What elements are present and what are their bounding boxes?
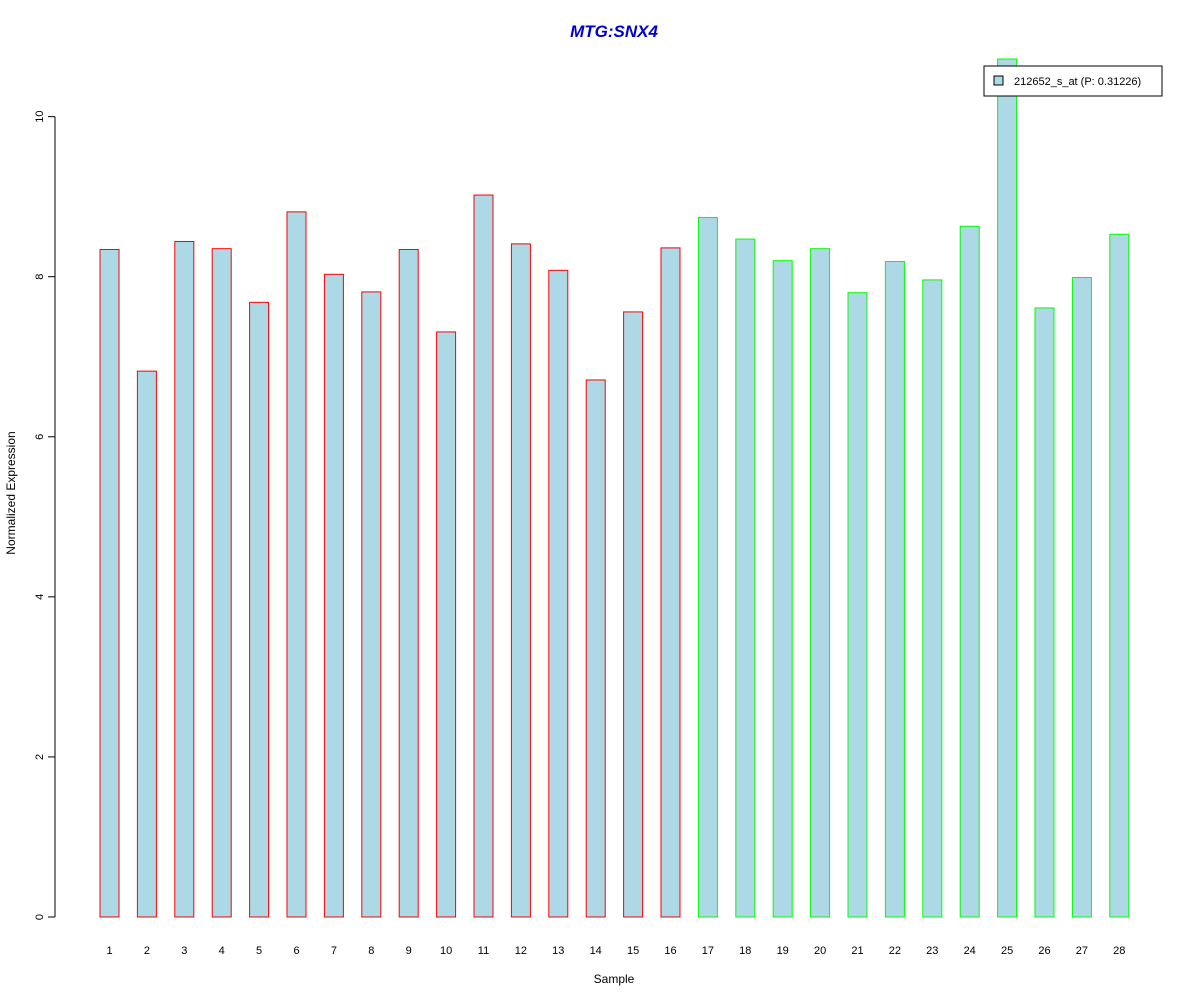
bar-sample-7 bbox=[323, 273, 344, 918]
x-tick-label: 5 bbox=[256, 945, 262, 957]
bar-sample-20 bbox=[810, 248, 831, 918]
bar-sample-13 bbox=[548, 269, 569, 918]
legend-label: 212652_s_at (P: 0.31226) bbox=[1014, 76, 1141, 88]
x-tick-label: 8 bbox=[368, 945, 374, 957]
bar-sample-15 bbox=[623, 311, 644, 918]
x-tick-label: 3 bbox=[181, 945, 187, 957]
x-tick-label: 12 bbox=[515, 945, 527, 957]
y-axis: 0 2 4 6 8 10 bbox=[34, 111, 56, 920]
x-tick-label: 22 bbox=[889, 945, 901, 957]
y-tick-label: 6 bbox=[34, 434, 46, 440]
legend-swatch bbox=[993, 75, 1004, 86]
bar-sample-22 bbox=[884, 260, 905, 918]
bar-sample-3 bbox=[174, 240, 195, 918]
bar-sample-14 bbox=[585, 379, 606, 918]
bar-sample-18 bbox=[735, 238, 756, 918]
x-tick-label: 18 bbox=[739, 945, 751, 957]
bar-sample-26 bbox=[1034, 307, 1055, 918]
bar-sample-23 bbox=[922, 279, 943, 918]
y-tick-label: 8 bbox=[34, 274, 46, 280]
x-tick-label: 6 bbox=[293, 945, 299, 957]
bar-sample-2 bbox=[136, 370, 157, 918]
bar-sample-9 bbox=[398, 248, 419, 918]
bar-sample-24 bbox=[959, 225, 980, 918]
x-tick-label: 17 bbox=[702, 945, 714, 957]
x-tick-label: 15 bbox=[627, 945, 639, 957]
bar-sample-17 bbox=[697, 216, 718, 918]
bar-sample-21 bbox=[847, 292, 868, 918]
bars bbox=[99, 58, 1130, 918]
y-tick-label: 0 bbox=[34, 914, 46, 920]
bar-sample-25 bbox=[997, 58, 1018, 918]
bar-sample-5 bbox=[249, 301, 270, 918]
bar-sample-1 bbox=[99, 248, 120, 918]
x-tick-label: 24 bbox=[964, 945, 976, 957]
bar-sample-6 bbox=[286, 211, 307, 918]
x-tick-label: 13 bbox=[552, 945, 564, 957]
x-tick-label: 16 bbox=[664, 945, 676, 957]
bar-sample-10 bbox=[436, 331, 457, 918]
x-tick-label: 1 bbox=[106, 945, 112, 957]
y-tick-label: 10 bbox=[34, 111, 46, 123]
x-tick-label: 20 bbox=[814, 945, 826, 957]
x-tick-label: 28 bbox=[1113, 945, 1125, 957]
x-tick-label: 27 bbox=[1076, 945, 1088, 957]
y-tick-label: 2 bbox=[34, 754, 46, 760]
x-tick-label: 7 bbox=[331, 945, 337, 957]
bar-sample-4 bbox=[211, 248, 232, 918]
x-axis-tick-labels: 1 2 3 4 5 6 7 8 9 10 11 12 13 14 15 16 17 18 19 20 21 22 23 24 2… bbox=[106, 945, 1125, 957]
bar-sample-27 bbox=[1071, 277, 1092, 918]
x-tick-label: 4 bbox=[219, 945, 225, 957]
x-tick-label: 25 bbox=[1001, 945, 1013, 957]
x-tick-label: 2 bbox=[144, 945, 150, 957]
bar-sample-19 bbox=[772, 260, 793, 918]
x-tick-label: 19 bbox=[777, 945, 789, 957]
bar-sample-8 bbox=[361, 291, 382, 918]
chart-title: MTG:SNX4 bbox=[570, 22, 658, 41]
x-tick-label: 14 bbox=[590, 945, 602, 957]
x-tick-label: 9 bbox=[406, 945, 412, 957]
y-axis-label: Normalized Expression bbox=[4, 431, 18, 554]
legend-box bbox=[983, 65, 1163, 97]
bar-sample-11 bbox=[473, 194, 494, 918]
x-axis-label: Sample bbox=[594, 972, 635, 986]
legend: 212652_s_at (P: 0.31226) bbox=[983, 65, 1163, 97]
bar-sample-16 bbox=[660, 247, 681, 918]
x-tick-label: 11 bbox=[478, 945, 489, 957]
y-tick-label: 4 bbox=[34, 594, 46, 600]
x-tick-label: 10 bbox=[440, 945, 452, 957]
bar-sample-12 bbox=[510, 243, 531, 918]
bar-sample-28 bbox=[1109, 233, 1130, 918]
x-tick-label: 21 bbox=[851, 945, 863, 957]
x-tick-label: 26 bbox=[1038, 945, 1050, 957]
x-tick-label: 23 bbox=[926, 945, 938, 957]
